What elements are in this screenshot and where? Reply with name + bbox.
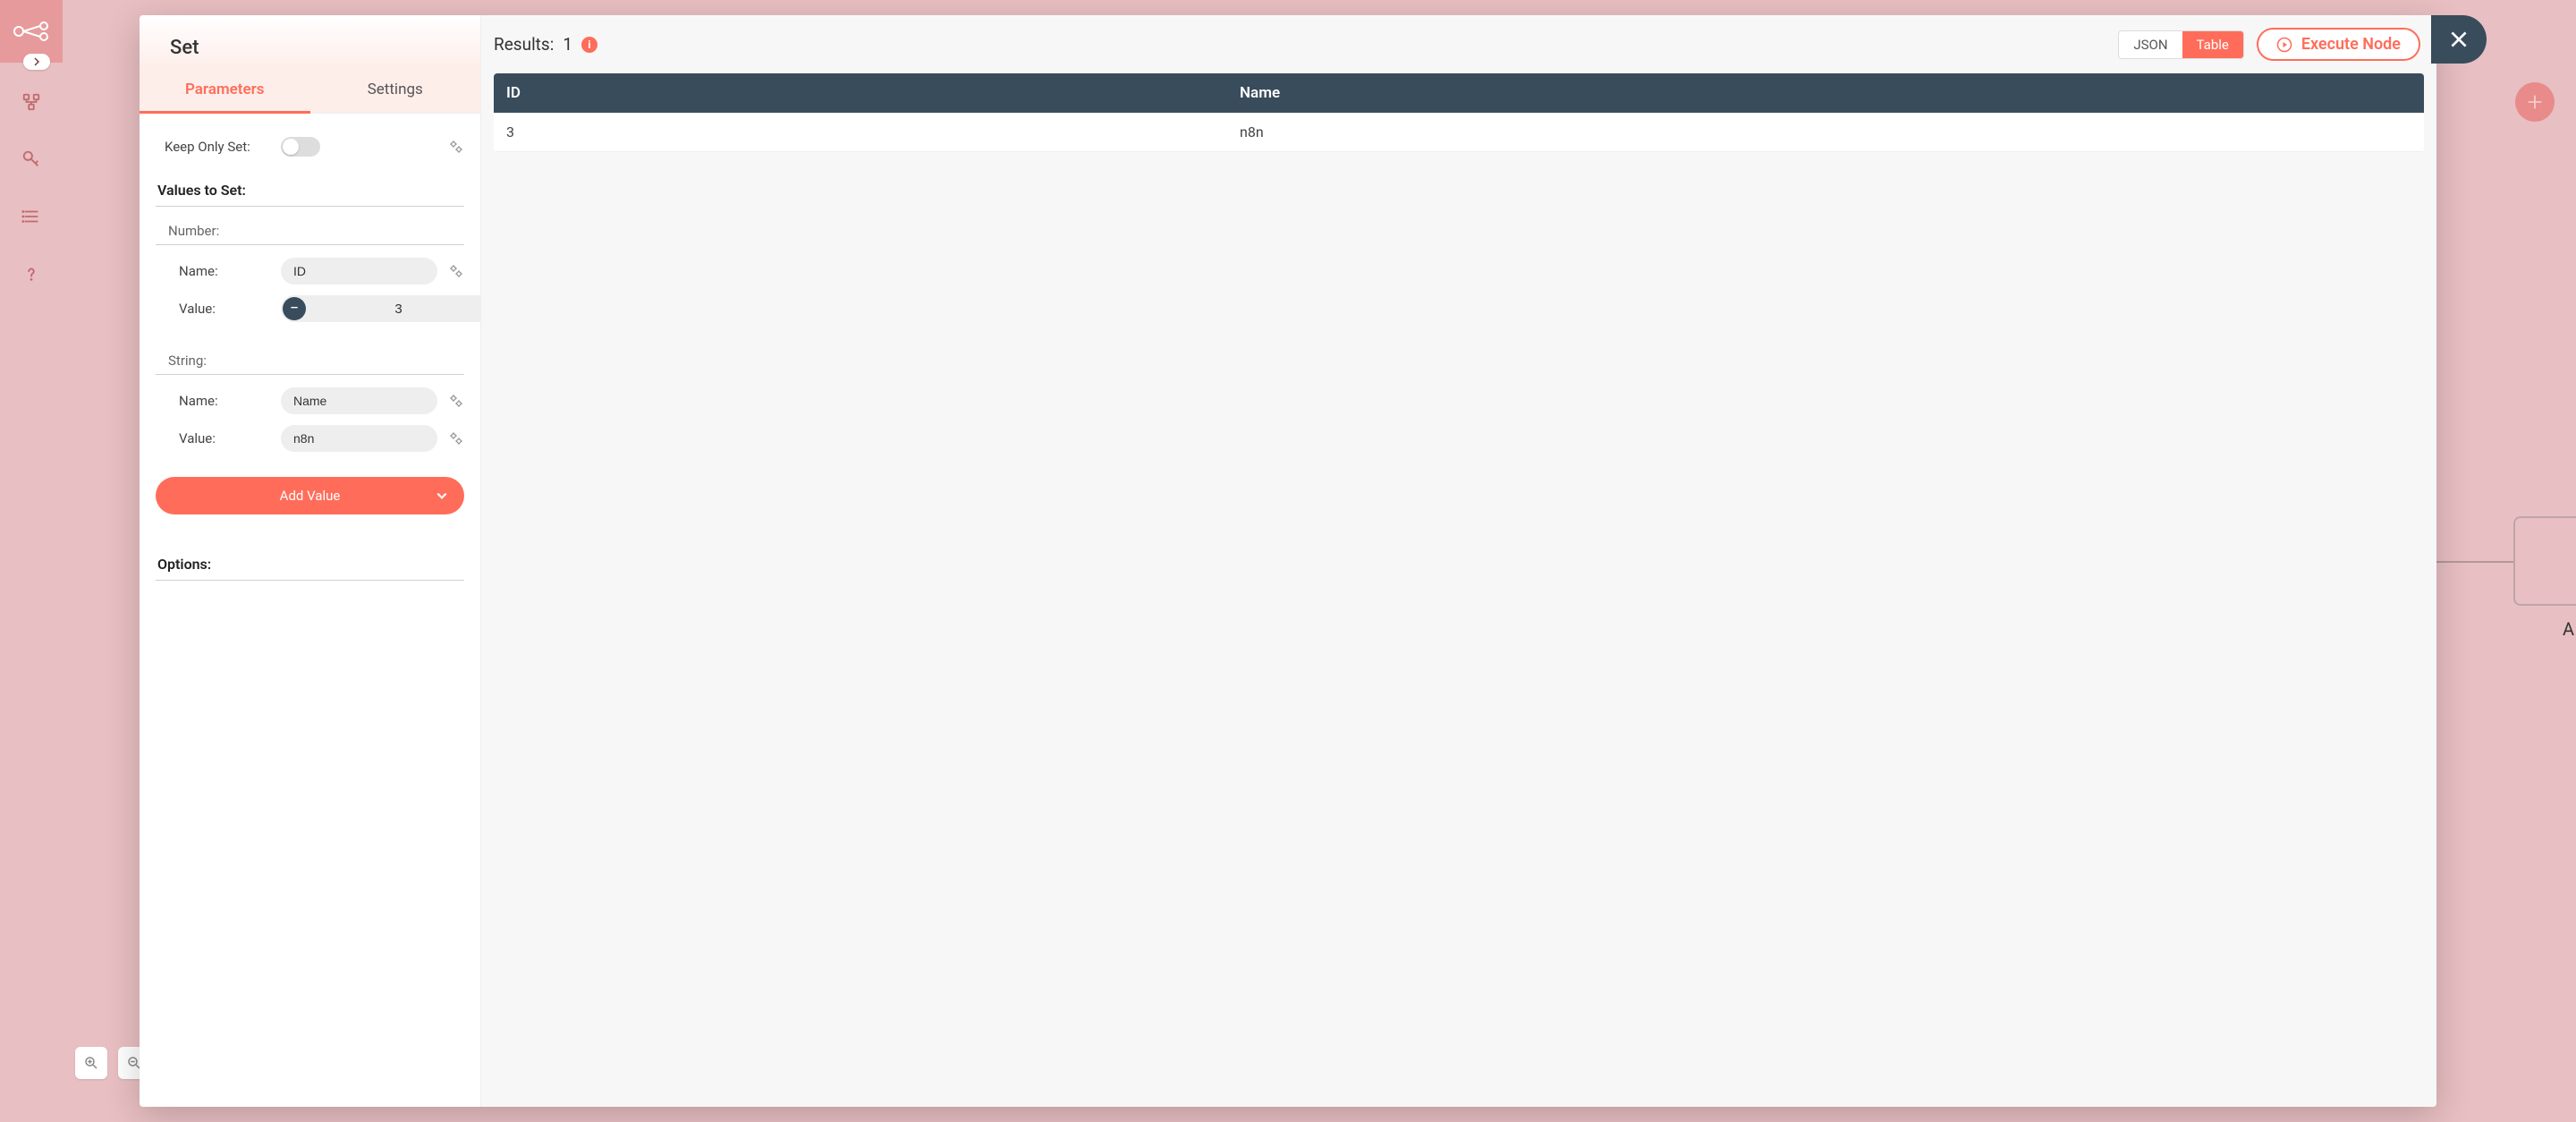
sidebar-item-executions[interactable] (13, 199, 49, 234)
parameters-panel: Set Parameters Settings Keep Only Set: V… (140, 15, 481, 1107)
sidebar-item-workflows[interactable] (13, 84, 49, 120)
close-button[interactable] (2431, 15, 2487, 64)
node-editor-modal: Set Parameters Settings Keep Only Set: V… (140, 15, 2436, 1107)
sidebar-item-credentials[interactable] (13, 141, 49, 177)
options-title: Options: (156, 538, 464, 581)
param-keep-only-set: Keep Only Set: (152, 130, 468, 164)
view-table-button[interactable]: Table (2182, 31, 2243, 58)
execute-node-button[interactable]: Execute Node (2257, 28, 2420, 61)
add-node-fab[interactable] (2515, 82, 2555, 122)
view-json-button[interactable]: JSON (2119, 31, 2182, 58)
string-name-label: Name: (165, 393, 281, 409)
zoom-in-button[interactable] (75, 1047, 107, 1079)
view-toggle: JSON Table (2118, 30, 2244, 59)
table-cell: n8n (1227, 113, 2424, 151)
string-name-input[interactable] (281, 387, 437, 414)
results-count: Results: 1 i (494, 34, 597, 55)
string-value-row: Value: (152, 420, 468, 457)
results-panel: Results: 1 i JSON Table Execute Node ID … (481, 15, 2436, 1107)
tabs: Parameters Settings (140, 68, 480, 114)
table-header: ID Name (494, 73, 2424, 113)
play-icon (2276, 37, 2292, 53)
string-value-input[interactable] (281, 425, 437, 452)
canvas-node[interactable] (2513, 516, 2576, 606)
canvas-node-label: A (2563, 618, 2574, 640)
node-title: Set (140, 15, 480, 68)
info-icon[interactable]: i (581, 37, 597, 53)
add-value-button[interactable]: Add Value (156, 477, 464, 514)
tab-parameters[interactable]: Parameters (140, 68, 310, 113)
close-icon (2447, 28, 2470, 51)
table-body: 3n8n (494, 113, 2424, 152)
values-to-set-title: Values to Set: (156, 164, 464, 207)
chevron-down-icon (436, 489, 448, 502)
string-section-title: String: (156, 336, 464, 375)
results-table: ID Name 3n8n (494, 73, 2424, 152)
number-value-label: Value: (165, 301, 281, 317)
params-body: Keep Only Set: Values to Set: Number: Na… (140, 114, 480, 608)
tab-settings[interactable]: Settings (310, 68, 481, 113)
sidebar-expand-toggle[interactable] (23, 54, 50, 70)
string-value-label: Value: (165, 430, 281, 446)
number-name-input[interactable] (281, 258, 437, 285)
number-value-row: Value: − + (152, 290, 468, 327)
number-decrement-button[interactable]: − (283, 297, 306, 320)
sidebar-item-help[interactable] (13, 256, 49, 292)
results-label: Results: (494, 34, 554, 55)
results-count-value: 1 (563, 34, 572, 55)
n8n-logo-icon (13, 21, 49, 42)
table-header-id: ID (494, 73, 1227, 113)
table-header-name: Name (1227, 73, 2424, 113)
keep-only-set-options[interactable] (445, 135, 468, 158)
string-value-options[interactable] (445, 427, 468, 450)
number-value-field: − + (281, 295, 481, 322)
results-header: Results: 1 i JSON Table Execute Node (481, 15, 2436, 73)
add-value-label: Add Value (280, 488, 341, 504)
sidebar-logo[interactable] (0, 0, 63, 63)
number-name-label: Name: (165, 263, 281, 279)
number-section-title: Number: (156, 207, 464, 245)
string-name-options[interactable] (445, 389, 468, 412)
table-cell: 3 (494, 113, 1227, 151)
keep-only-set-toggle[interactable] (281, 137, 320, 157)
number-name-options[interactable] (445, 259, 468, 283)
number-value-input[interactable] (308, 301, 481, 318)
string-name-row: Name: (152, 375, 468, 420)
execute-node-label: Execute Node (2301, 35, 2401, 54)
number-name-row: Name: (152, 245, 468, 290)
keep-only-set-label: Keep Only Set: (165, 139, 281, 155)
sidebar (0, 0, 63, 1122)
table-row[interactable]: 3n8n (494, 113, 2424, 152)
